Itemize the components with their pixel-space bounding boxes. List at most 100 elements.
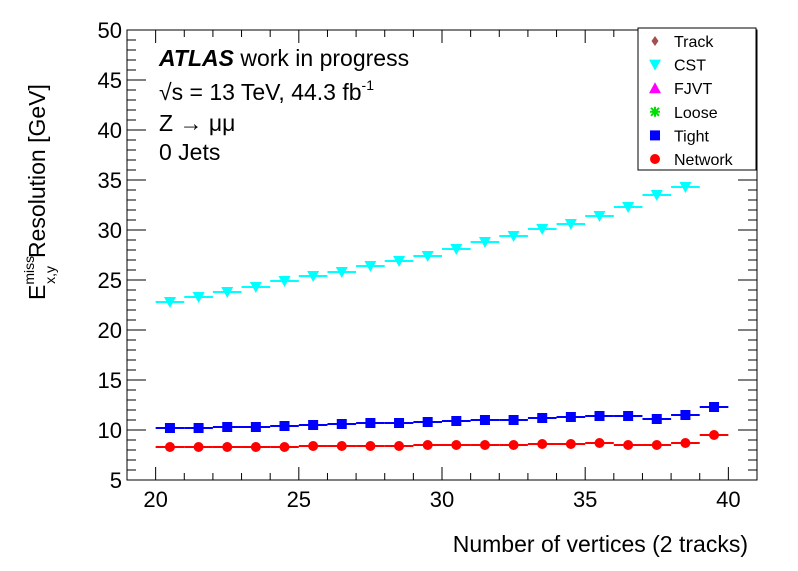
network-point — [279, 442, 290, 452]
tight-point — [279, 421, 290, 431]
tight-point — [565, 412, 576, 422]
cst-point — [536, 224, 549, 235]
y-tick-label: 15 — [98, 368, 122, 393]
atlas-label: ATLAS work in progress — [158, 45, 409, 71]
x-tick-label: 25 — [287, 487, 311, 512]
x-tick-label: 35 — [573, 487, 597, 512]
tight-point — [651, 414, 662, 424]
legend-marker-track — [651, 36, 659, 46]
cst-point — [679, 182, 692, 193]
legend-label-network: Network — [674, 152, 734, 169]
cst-point — [622, 202, 635, 213]
tight-point — [680, 410, 691, 420]
cst-point — [393, 256, 406, 267]
legend-box — [637, 27, 757, 171]
process-label: Z → μμ — [159, 110, 235, 136]
network-point — [365, 441, 376, 451]
atlas-status: work in progress — [239, 45, 409, 71]
network-point — [508, 440, 519, 450]
network-point — [250, 442, 261, 452]
atlas-brand: ATLAS — [158, 45, 235, 71]
tight-point — [365, 418, 376, 428]
network-point — [451, 440, 462, 450]
y-axis-subscript: x,y — [42, 266, 58, 284]
network-point — [394, 441, 405, 451]
tight-point — [394, 418, 405, 428]
y-tick-label: 20 — [98, 318, 122, 343]
data-series — [155, 182, 729, 452]
legend-marker-network — [650, 154, 660, 164]
network-point — [336, 441, 347, 451]
legend-marker-tight — [650, 130, 660, 141]
legend-marker-cst — [649, 59, 661, 71]
cst-point — [335, 267, 348, 278]
network-point — [623, 440, 634, 450]
series-cst — [155, 182, 700, 308]
cst-point — [478, 237, 491, 248]
cst-point — [278, 276, 291, 287]
network-point — [308, 441, 319, 451]
y-axis-label-text: Resolution [GeV] — [24, 84, 50, 258]
network-point — [164, 442, 175, 452]
y-axis-title-group: Emiss x,y Resolution [GeV] — [21, 84, 58, 300]
network-point — [651, 440, 662, 450]
legend-label-loose: Loose — [674, 105, 718, 122]
network-point — [479, 440, 490, 450]
cst-point — [221, 287, 234, 298]
y-tick-label: 30 — [98, 218, 122, 243]
tight-point — [422, 417, 433, 427]
y-tick-label: 10 — [98, 418, 122, 443]
cst-point — [564, 219, 577, 230]
tight-point — [308, 420, 319, 430]
y-tick-label: 40 — [98, 118, 122, 143]
legend-marker-fjvt — [649, 82, 661, 94]
y-axis-symbol: E — [24, 285, 50, 300]
energy-label: √s = 13 TeV, 44.3 fb-1 — [159, 77, 374, 105]
network-point — [594, 438, 605, 448]
tight-point — [479, 415, 490, 425]
network-point — [709, 430, 720, 440]
network-point — [565, 439, 576, 449]
tight-point — [451, 416, 462, 426]
tight-point — [594, 411, 605, 421]
cst-point — [450, 244, 463, 255]
y-tick-label: 5 — [110, 468, 122, 493]
x-tick-label: 30 — [430, 487, 454, 512]
jets-label: 0 Jets — [159, 139, 220, 165]
energy-superscript: -1 — [362, 77, 375, 93]
y-tick-label: 45 — [98, 68, 122, 93]
cst-point — [593, 211, 606, 222]
network-point — [222, 442, 233, 452]
y-axis-superscript: miss — [21, 256, 37, 285]
cst-point — [307, 271, 320, 282]
cst-point — [163, 297, 176, 308]
series-network — [155, 430, 729, 452]
cst-point — [364, 261, 377, 272]
network-point — [537, 439, 548, 449]
cst-point — [650, 190, 663, 201]
cst-point — [421, 251, 434, 262]
legend-label-fjvt: FJVT — [674, 81, 712, 98]
y-tick-label: 50 — [98, 18, 122, 43]
tight-point — [508, 415, 519, 425]
x-axis-title: Number of vertices (2 tracks) — [453, 531, 748, 557]
x-tick-label: 40 — [716, 487, 740, 512]
tight-point — [537, 413, 548, 423]
x-tick-label: 20 — [143, 487, 167, 512]
legend-label-cst: CST — [674, 58, 706, 75]
network-point — [422, 440, 433, 450]
legend-label-tight: Tight — [674, 128, 710, 145]
tight-point — [193, 423, 204, 433]
tight-point — [222, 422, 233, 432]
tight-point — [164, 423, 175, 433]
legend-marker-loose — [650, 106, 660, 117]
tight-point — [250, 422, 261, 432]
cst-point — [192, 292, 205, 303]
tight-point — [709, 402, 720, 412]
cst-point — [249, 282, 262, 293]
legend-label-track: Track — [674, 34, 714, 51]
y-tick-label: 35 — [98, 168, 122, 193]
network-point — [680, 438, 691, 448]
y-tick-label: 25 — [98, 268, 122, 293]
